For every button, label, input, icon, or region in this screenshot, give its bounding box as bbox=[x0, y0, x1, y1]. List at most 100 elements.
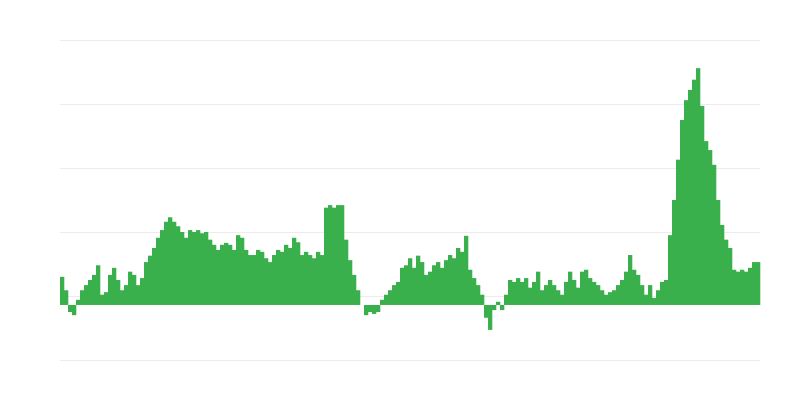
bar bbox=[688, 89, 693, 305]
bar bbox=[276, 249, 281, 305]
bar bbox=[92, 274, 97, 305]
bar bbox=[420, 262, 425, 305]
bar bbox=[188, 230, 193, 305]
bar bbox=[680, 120, 685, 305]
bar bbox=[432, 265, 437, 305]
bar bbox=[476, 285, 481, 305]
bar bbox=[604, 294, 609, 305]
bar bbox=[568, 271, 573, 305]
bar bbox=[428, 271, 433, 305]
bar bbox=[556, 290, 561, 305]
bar bbox=[752, 262, 757, 305]
bar bbox=[592, 281, 597, 305]
bar bbox=[540, 290, 545, 305]
bar bbox=[332, 207, 337, 305]
bar bbox=[644, 294, 649, 305]
bar bbox=[392, 285, 397, 305]
bar bbox=[204, 232, 209, 305]
bar bbox=[448, 255, 453, 305]
bar bbox=[156, 237, 161, 305]
bar bbox=[296, 242, 301, 305]
bar bbox=[440, 267, 445, 305]
bar bbox=[684, 100, 689, 305]
bar bbox=[372, 304, 377, 314]
bar bbox=[468, 269, 473, 305]
bar bbox=[660, 281, 665, 305]
bar bbox=[608, 292, 613, 305]
bar bbox=[84, 285, 89, 305]
bar bbox=[560, 294, 565, 305]
bar bbox=[60, 276, 65, 305]
bar bbox=[412, 267, 417, 305]
bar bbox=[580, 271, 585, 305]
bar bbox=[284, 244, 289, 305]
bar bbox=[140, 278, 145, 305]
bar bbox=[496, 301, 501, 305]
bar bbox=[444, 260, 449, 305]
bar bbox=[516, 278, 521, 305]
bar bbox=[396, 281, 401, 305]
bar bbox=[80, 290, 85, 305]
bar bbox=[192, 232, 197, 305]
bar bbox=[544, 285, 549, 305]
bar bbox=[128, 271, 133, 305]
bar bbox=[304, 251, 309, 305]
bar bbox=[716, 200, 721, 305]
bar bbox=[288, 248, 293, 305]
bar bbox=[400, 267, 405, 305]
bar bbox=[376, 304, 381, 312]
bar bbox=[384, 294, 389, 305]
bar bbox=[492, 304, 497, 311]
bar bbox=[452, 258, 457, 305]
bar bbox=[672, 200, 677, 305]
bar bbox=[668, 235, 673, 305]
bar bbox=[184, 237, 189, 305]
bar bbox=[528, 287, 533, 305]
bar bbox=[252, 255, 257, 305]
bar bbox=[244, 249, 249, 305]
bar bbox=[708, 150, 713, 305]
bar bbox=[164, 221, 169, 305]
bar bbox=[588, 278, 593, 305]
bar bbox=[572, 280, 577, 305]
bar bbox=[100, 294, 105, 305]
bar bbox=[124, 285, 129, 305]
bar bbox=[76, 299, 81, 305]
bar bbox=[200, 233, 205, 305]
bar bbox=[720, 224, 725, 305]
bar bbox=[116, 280, 121, 305]
bar bbox=[236, 235, 241, 305]
bar bbox=[272, 255, 277, 305]
bar bbox=[324, 207, 329, 305]
bar bbox=[756, 262, 761, 305]
bar bbox=[532, 281, 537, 305]
bar bbox=[584, 269, 589, 305]
bar bbox=[336, 205, 341, 305]
bar bbox=[704, 141, 709, 305]
bar bbox=[600, 290, 605, 305]
bar bbox=[308, 255, 313, 305]
bar bbox=[380, 299, 385, 305]
bar bbox=[132, 274, 137, 305]
bar bbox=[220, 244, 225, 305]
bar bbox=[108, 274, 113, 305]
bar bbox=[160, 230, 165, 305]
bar bbox=[364, 304, 369, 316]
bar bbox=[732, 269, 737, 305]
bar bbox=[300, 255, 305, 305]
bar bbox=[256, 249, 261, 305]
bar bbox=[212, 244, 217, 305]
bar bbox=[148, 255, 153, 305]
bar bbox=[424, 274, 429, 305]
bar bbox=[72, 304, 77, 316]
bar bbox=[524, 278, 529, 305]
bar bbox=[480, 294, 485, 305]
bar bbox=[328, 205, 333, 305]
bar bbox=[136, 285, 141, 305]
bar bbox=[724, 239, 729, 305]
bar bbox=[620, 280, 625, 305]
bar bbox=[676, 159, 681, 305]
bar bbox=[500, 304, 505, 311]
bar bbox=[700, 105, 705, 305]
